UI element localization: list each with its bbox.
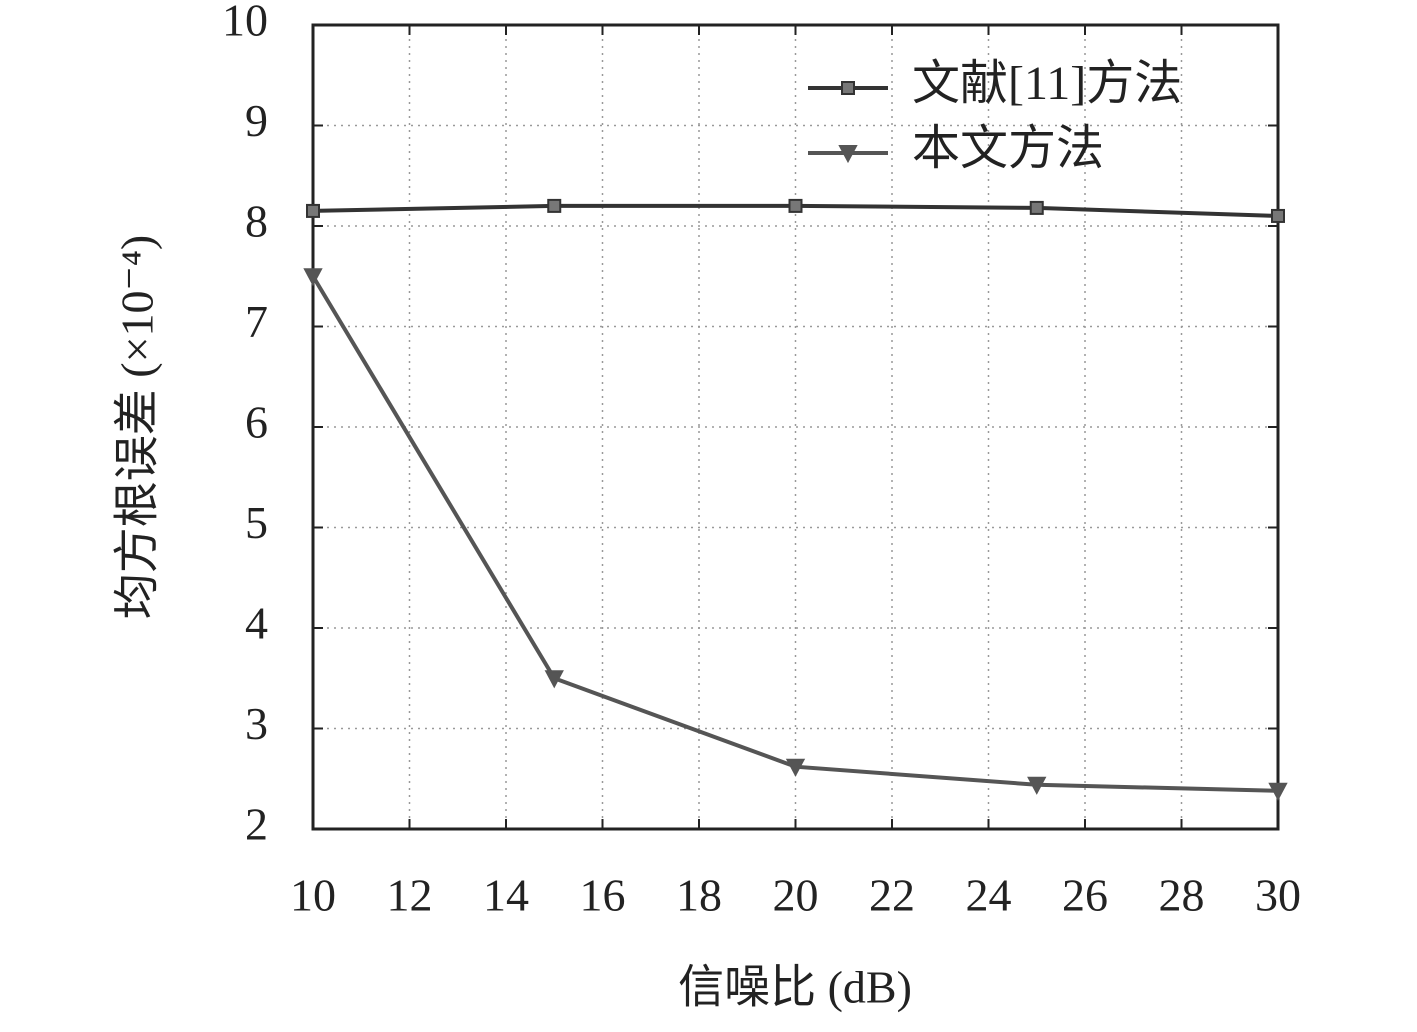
y-tick-label: 4 <box>245 598 268 649</box>
y-tick-label: 10 <box>222 0 268 46</box>
x-axis-label: 信噪比 (dB) <box>678 962 912 1013</box>
x-tick-label: 22 <box>869 870 915 921</box>
x-tick-label: 14 <box>483 870 529 921</box>
legend-label: 本文方法 <box>912 122 1104 175</box>
legend-label: 文献[11]方法 <box>912 57 1182 110</box>
y-tick-label: 6 <box>245 397 268 448</box>
x-tick-label: 26 <box>1062 870 1108 921</box>
marker <box>785 758 806 777</box>
y-axis-label: 均方根误差 (×10⁻⁴) <box>112 235 163 619</box>
y-tick-label: 5 <box>245 497 268 548</box>
plot-frame <box>311 23 1280 831</box>
y-tick-label: 8 <box>245 196 268 247</box>
x-tick-label: 28 <box>1159 870 1205 921</box>
marker <box>838 145 858 164</box>
series-line <box>311 275 1279 793</box>
x-tick-label: 24 <box>966 870 1012 921</box>
marker <box>788 198 803 213</box>
y-tick-label: 2 <box>245 799 268 850</box>
marker <box>1027 776 1047 795</box>
marker <box>547 198 562 213</box>
marker <box>544 670 564 689</box>
x-tick-label: 18 <box>676 870 722 921</box>
x-tick-label: 12 <box>387 870 433 921</box>
x-tick-label: 10 <box>290 870 336 921</box>
y-tick-label: 9 <box>245 95 268 146</box>
marker <box>303 268 323 287</box>
marker <box>306 203 320 218</box>
x-tick-label: 30 <box>1255 870 1301 921</box>
x-tick-label: 16 <box>580 870 626 921</box>
marker <box>1029 200 1044 215</box>
y-tick-label: 7 <box>245 296 268 347</box>
y-tick-label: 3 <box>245 698 268 749</box>
marker <box>1268 782 1288 801</box>
marker <box>1271 208 1285 223</box>
marker <box>841 81 855 95</box>
x-tick-label: 20 <box>773 870 819 921</box>
